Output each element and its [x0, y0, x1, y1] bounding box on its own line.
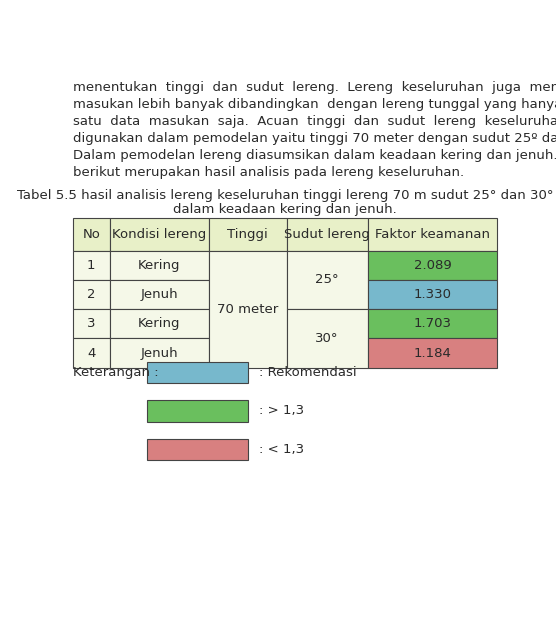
Text: : > 1,3: : > 1,3 — [260, 404, 305, 418]
Bar — [73, 250, 110, 280]
Text: 70 meter: 70 meter — [217, 303, 279, 316]
Text: Kering: Kering — [138, 259, 181, 272]
Text: 2.089: 2.089 — [414, 259, 451, 272]
Text: : < 1,3: : < 1,3 — [260, 443, 305, 456]
Text: 30°: 30° — [315, 332, 339, 345]
Text: 1.184: 1.184 — [414, 347, 451, 359]
Bar — [73, 218, 110, 250]
Text: 3: 3 — [87, 317, 96, 331]
Text: dalam keadaan kering dan jenuh.: dalam keadaan kering dan jenuh. — [173, 203, 397, 216]
Text: 1: 1 — [87, 259, 96, 272]
Text: Kondisi lereng: Kondisi lereng — [112, 228, 206, 241]
Bar — [368, 218, 497, 250]
Text: Jenuh: Jenuh — [141, 347, 178, 359]
Text: Sudut lereng: Sudut lereng — [284, 228, 370, 241]
Text: masukan lebih banyak dibandingkan  dengan lereng tunggal yang hanya memiiki: masukan lebih banyak dibandingkan dengan… — [73, 98, 556, 111]
Bar — [110, 250, 209, 280]
Text: berikut merupakan hasil analisis pada lereng keseluruhan.: berikut merupakan hasil analisis pada le… — [73, 166, 464, 179]
Text: digunakan dalam pemodelan yaitu tinggi 70 meter dengan sudut 25º dan 30º.: digunakan dalam pemodelan yaitu tinggi 7… — [73, 132, 556, 145]
Text: Faktor keamanan: Faktor keamanan — [375, 228, 490, 241]
Text: 25°: 25° — [315, 274, 339, 287]
Text: Dalam pemodelan lereng diasumsikan dalam keadaan kering dan jenuh. Tabel 5.5: Dalam pemodelan lereng diasumsikan dalam… — [73, 149, 556, 162]
Text: : Rekomendasi: : Rekomendasi — [260, 366, 357, 379]
Text: Tabel 5.5 hasil analisis lereng keseluruhan tinggi lereng 70 m sudut 25° dan 30°: Tabel 5.5 hasil analisis lereng keseluru… — [17, 189, 553, 202]
Bar — [368, 309, 497, 339]
Bar — [73, 309, 110, 339]
Text: Tinggi: Tinggi — [227, 228, 268, 241]
Bar — [209, 250, 286, 367]
Text: 4: 4 — [87, 347, 96, 359]
Text: Kering: Kering — [138, 317, 181, 331]
Bar — [147, 439, 248, 460]
Text: satu  data  masukan  saja.  Acuan  tinggi  dan  sudut  lereng  keseluruhan  yang: satu data masukan saja. Acuan tinggi dan… — [73, 115, 556, 128]
Bar — [286, 218, 368, 250]
Text: Keterangan :: Keterangan : — [73, 366, 158, 379]
Text: No: No — [82, 228, 100, 241]
Text: 2: 2 — [87, 288, 96, 301]
Bar — [110, 280, 209, 309]
Bar — [368, 250, 497, 280]
Text: 1.703: 1.703 — [414, 317, 451, 331]
Bar — [110, 339, 209, 367]
Text: 1.330: 1.330 — [414, 288, 451, 301]
Bar — [110, 218, 209, 250]
Bar — [368, 280, 497, 309]
Bar — [73, 280, 110, 309]
Bar — [209, 218, 286, 250]
Bar — [368, 339, 497, 367]
Bar — [73, 339, 110, 367]
Bar — [147, 400, 248, 422]
Text: Jenuh: Jenuh — [141, 288, 178, 301]
Bar — [286, 309, 368, 367]
Bar — [110, 309, 209, 339]
Bar — [147, 362, 248, 383]
Text: menentukan  tinggi  dan  sudut  lereng.  Lereng  keseluruhan  juga  memiliki  da: menentukan tinggi dan sudut lereng. Lere… — [73, 81, 556, 95]
Bar — [286, 250, 368, 309]
